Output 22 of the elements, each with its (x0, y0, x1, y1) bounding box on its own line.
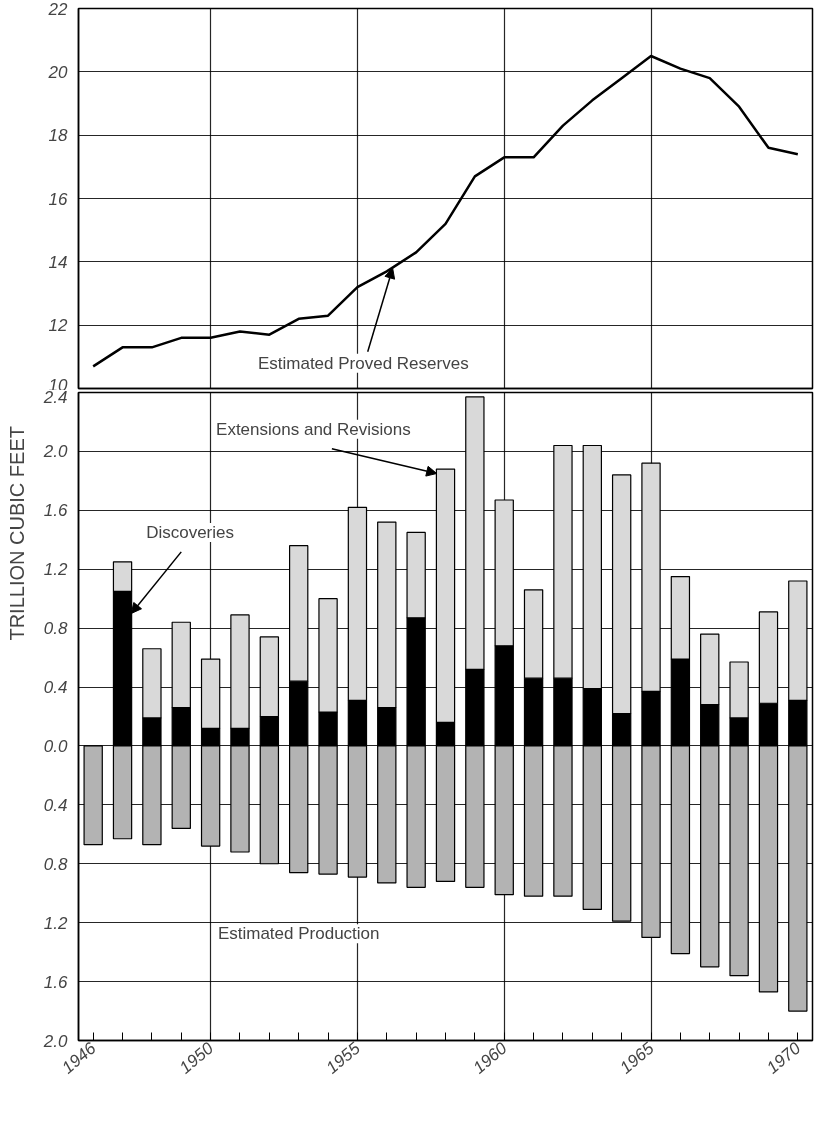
y-tick-label: 1.2 (43, 913, 69, 933)
y-tick-label: 14 (48, 252, 68, 272)
annotation: Discoveries (146, 522, 234, 542)
y-tick-label: 0.4 (43, 795, 68, 815)
bar (83, 745, 103, 846)
y-tick-label: 1.6 (43, 501, 69, 521)
y-tick-label: 0.8 (43, 854, 69, 874)
y-tick-label: 2.0 (42, 442, 69, 462)
y-tick-label: 22 (47, 0, 69, 19)
annotation: Extensions and Revisions (216, 419, 411, 439)
y-tick-label: 0.8 (43, 619, 69, 639)
y-tick-label: 12 (48, 316, 69, 336)
y-tick-label: 20 (47, 62, 69, 82)
y-axis-title: TRILLION CUBIC FEET (6, 426, 28, 641)
y-tick-label: 0.4 (43, 678, 68, 698)
y-tick-label: 16 (48, 189, 69, 209)
y-tick-label: 0.0 (43, 736, 69, 756)
annotation: Estimated Production (217, 924, 380, 944)
y-tick-label: 1.6 (43, 972, 69, 992)
y-tick-label: 1.2 (43, 560, 69, 580)
annotation: Estimated Proved Reserves (257, 353, 469, 373)
y-tick-label: 18 (48, 126, 69, 146)
